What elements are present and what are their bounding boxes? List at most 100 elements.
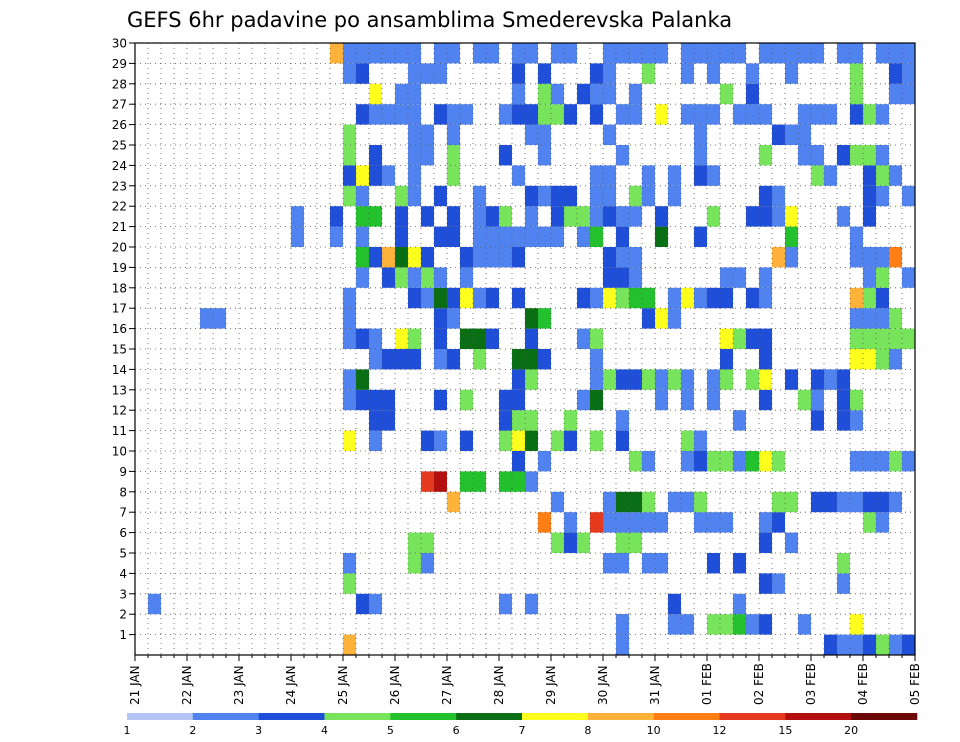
ensemble-cell [902,267,915,288]
ensemble-cell [876,451,889,472]
legend-label: 8 [584,724,591,737]
ensemble-cell [733,104,746,125]
ensemble-cell [850,104,863,125]
ensemble-cell [408,553,421,574]
ensemble-cell [889,328,902,349]
ensemble-cell [902,451,915,472]
ensemble-cell [642,369,655,390]
ensemble-cell [434,349,447,370]
ensemble-cell [499,471,512,492]
ensemble-cell [343,328,356,349]
ensemble-cell [850,247,863,268]
ensemble-cell [616,614,629,635]
ensemble-cell [850,308,863,329]
ensemble-cell [486,206,499,227]
y-tick-label: 18 [112,281,127,295]
ensemble-cell [629,369,642,390]
x-tick-label: 04 FEB [856,663,870,705]
ensemble-cell [616,512,629,533]
ensemble-cell [356,185,369,207]
ensemble-cell [499,410,512,431]
y-tick-label: 21 [112,220,127,234]
ensemble-cell [902,634,915,655]
ensemble-cell [499,104,512,125]
ensemble-cell [863,491,876,513]
ensemble-cell [694,512,707,533]
ensemble-cell [421,430,434,451]
ensemble-cell [330,43,343,64]
ensemble-cell [824,491,837,513]
ensemble-cell [811,369,824,390]
ensemble-cell [837,145,850,166]
ensemble-cell [512,430,525,451]
legend-swatch [719,713,786,720]
ensemble-cell [616,247,629,268]
ensemble-cell [811,491,824,513]
ensemble-cell [720,43,733,64]
ensemble-cell [525,206,538,227]
ensemble-cell [824,634,837,655]
ensemble-cell [616,145,629,166]
ensemble-cell [889,63,902,84]
ensemble-cell [213,308,226,329]
ensemble-cell [538,349,551,370]
ensemble-cell [564,430,577,451]
ensemble-cell [447,226,460,247]
ensemble-cell [733,614,746,635]
ensemble-cell [460,267,473,288]
ensemble-cell [356,165,369,186]
ensemble-cell [616,43,629,64]
ensemble-cell [356,369,369,390]
ensemble-cell [603,83,616,105]
ensemble-cell [538,104,551,125]
ensemble-cell [590,389,603,411]
ensemble-cell [512,410,525,431]
ensemble-cell [642,308,655,329]
ensemble-cell [603,287,616,309]
legend-label: 4 [321,724,328,737]
ensemble-cell [551,532,564,553]
ensemble-cell [785,63,798,84]
ensemble-cell [863,206,876,227]
ensemble-cell [434,185,447,207]
ensemble-cell [538,226,551,247]
ensemble-cell [499,430,512,451]
ensemble-cell [343,389,356,411]
ensemble-cell [785,226,798,247]
ensemble-cell [590,206,603,227]
ensemble-cell [421,124,434,145]
legend-label: 5 [387,724,394,737]
ensemble-cell [460,389,473,411]
ensemble-cell [707,389,720,411]
legend-label: 3 [255,724,262,737]
ensemble-cell [668,491,681,513]
ensemble-cell [694,226,707,247]
ensemble-cell [434,308,447,329]
ensemble-cell [473,328,486,349]
ensemble-cell [382,267,395,288]
ensemble-cell [668,165,681,186]
ensemble-cell [798,389,811,411]
ensemble-cell [525,410,538,431]
x-tick-label: 25 JAN [336,665,350,705]
ensemble-cell [343,430,356,451]
chart-title: GEFS 6hr padavine po ansamblima Smederev… [127,8,732,32]
ensemble-cell [720,349,733,370]
ensemble-cell [863,634,876,655]
ensemble-cell [707,287,720,309]
ensemble-cell [343,145,356,166]
ensemble-cell [850,614,863,635]
ensemble-cell [564,206,577,227]
ensemble-cell [421,471,434,492]
ensemble-cell [395,267,408,288]
ensemble-cell [200,308,213,329]
ensemble-cell [473,247,486,268]
ensemble-cell [772,451,785,472]
y-axis: 1234567891011121314151617181920212223242… [112,37,135,642]
ensemble-cell [395,247,408,268]
ensemble-cell [473,43,486,64]
ensemble-cell [525,349,538,370]
ensemble-cell [876,634,889,655]
ensemble-cell [681,369,694,390]
y-tick-label: 20 [112,241,127,255]
